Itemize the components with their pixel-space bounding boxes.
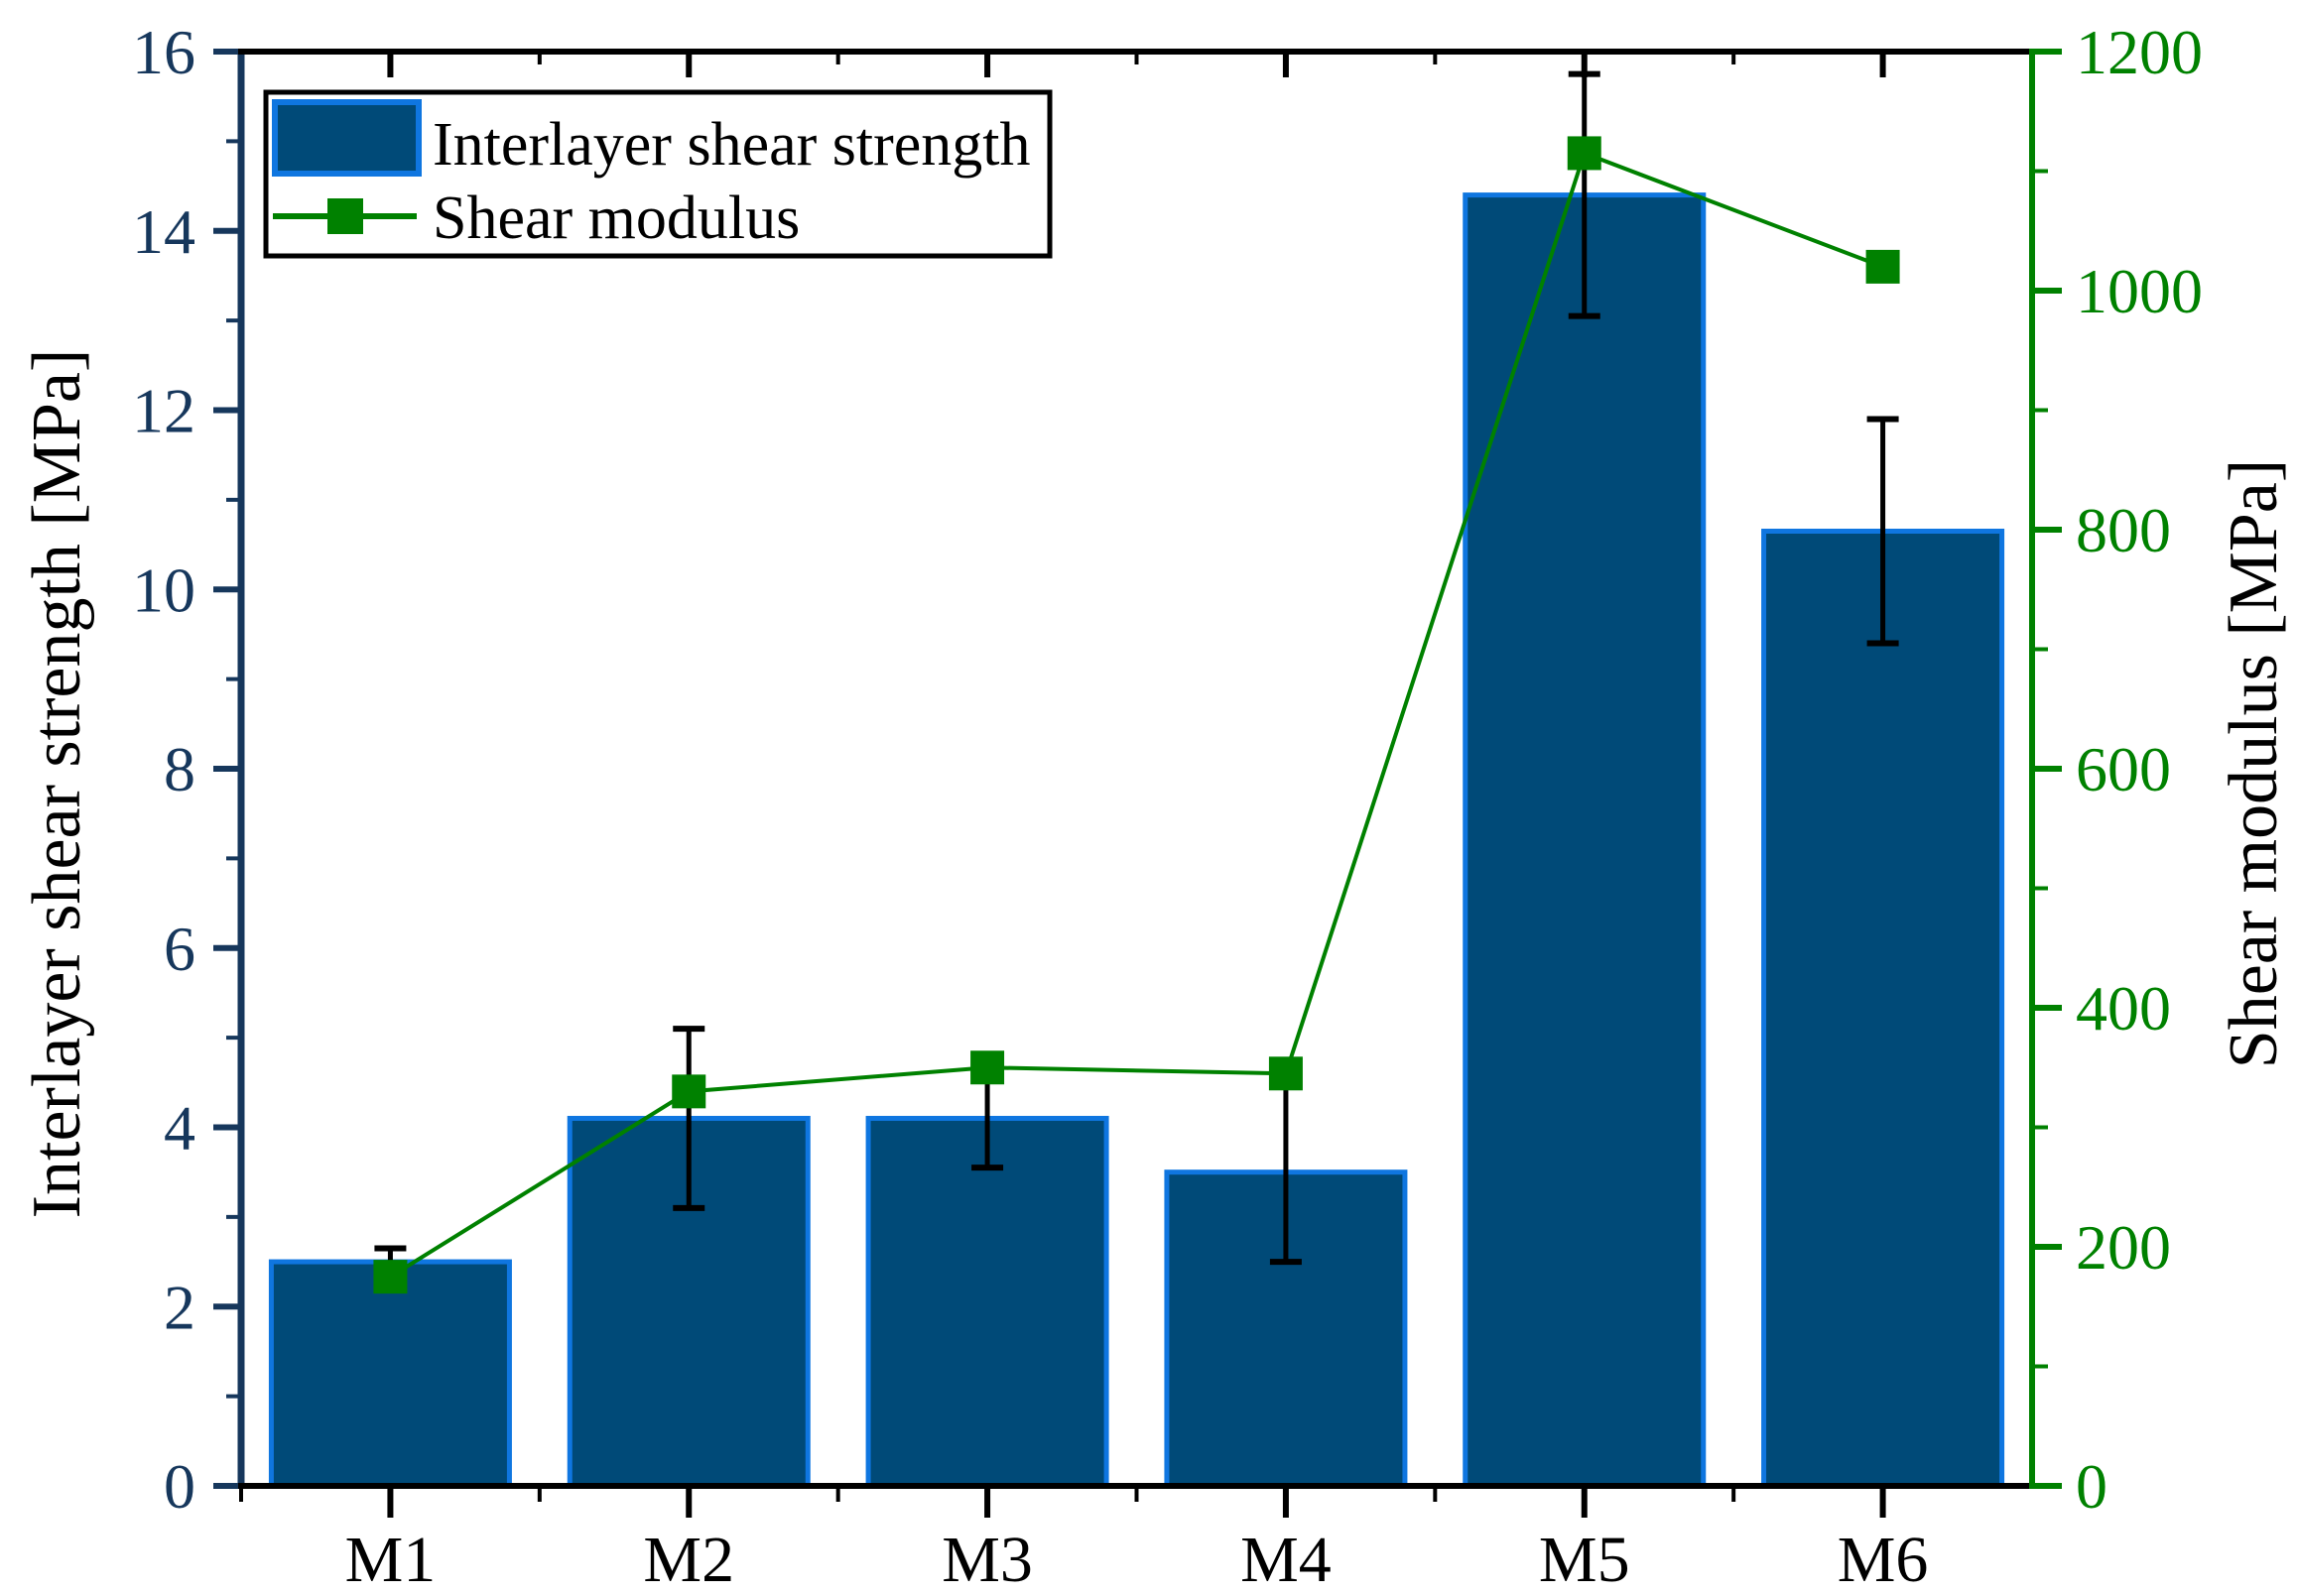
error-bar-M2: [673, 1026, 705, 1211]
error-bar-M6: [1866, 416, 1899, 647]
left-tick-label-2: 2: [164, 1272, 195, 1342]
right-tick-label-600: 600: [2076, 734, 2171, 804]
x-tick-label-M6: M6: [1838, 1524, 1929, 1596]
bar-series: [268, 192, 2005, 1489]
right-tick-label-800: 800: [2076, 495, 2171, 565]
x-tick-label-M3: M3: [942, 1524, 1033, 1596]
right-tick-label-0: 0: [2076, 1451, 2107, 1522]
bar-M3: [865, 1115, 1109, 1489]
left-tick-label-10: 10: [132, 554, 195, 625]
top-axis-ticks: [387, 52, 1886, 77]
x-tick-label-M5: M5: [1539, 1524, 1630, 1596]
marker-M3: [970, 1050, 1005, 1085]
legend-label-interlayer-shear-strength: Interlayer shear strength: [433, 111, 1031, 179]
right-tick-label-400: 400: [2076, 973, 2171, 1044]
right-axis-ticks: 0 200 400 600 800 1000 1200: [2032, 17, 2203, 1522]
left-tick-label-4: 4: [164, 1093, 195, 1164]
x-tick-label-M1: M1: [345, 1524, 437, 1596]
marker-M2: [672, 1074, 706, 1109]
legend-label-shear-modulus: Shear modulus: [433, 184, 801, 252]
x-tick-label-M4: M4: [1240, 1524, 1332, 1596]
line-series: [389, 150, 1884, 1279]
bar-M6: [1761, 529, 2005, 1489]
right-tick-label-200: 200: [2076, 1212, 2171, 1283]
left-axis-title: Interlayer shear strength [MPa]: [19, 348, 95, 1219]
right-axis-title: Shear modulus [MPa]: [2216, 458, 2292, 1069]
marker-M6: [1865, 249, 1900, 284]
right-tick-label-1000: 1000: [2076, 256, 2203, 326]
legend-line-marker: [327, 198, 363, 234]
marker-M5: [1567, 136, 1601, 171]
left-tick-label-8: 8: [164, 734, 195, 804]
x-tick-label-M2: M2: [643, 1524, 734, 1596]
line-markers: [373, 136, 1900, 1294]
left-tick-label-16: 16: [132, 17, 195, 87]
marker-M1: [373, 1260, 408, 1294]
bar-M5: [1463, 192, 1707, 1489]
legend-bar-swatch: [272, 99, 422, 177]
left-axis-ticks: 0 2 4 6 8 10 12 14 16: [132, 17, 241, 1522]
bottom-axis-ticks: M1 M2 M3 M4 M5 M6: [239, 1486, 1929, 1596]
bar-M1: [268, 1259, 512, 1489]
left-tick-label-14: 14: [132, 196, 195, 267]
left-tick-label-6: 6: [164, 914, 195, 984]
legend: [263, 89, 1053, 259]
left-tick-label-0: 0: [164, 1451, 195, 1522]
left-tick-label-12: 12: [132, 376, 195, 446]
right-tick-label-1200: 1200: [2076, 17, 2203, 87]
shear-modulus-line: [389, 150, 1884, 1279]
marker-M4: [1268, 1056, 1303, 1091]
axis-spines: [237, 49, 2035, 1489]
